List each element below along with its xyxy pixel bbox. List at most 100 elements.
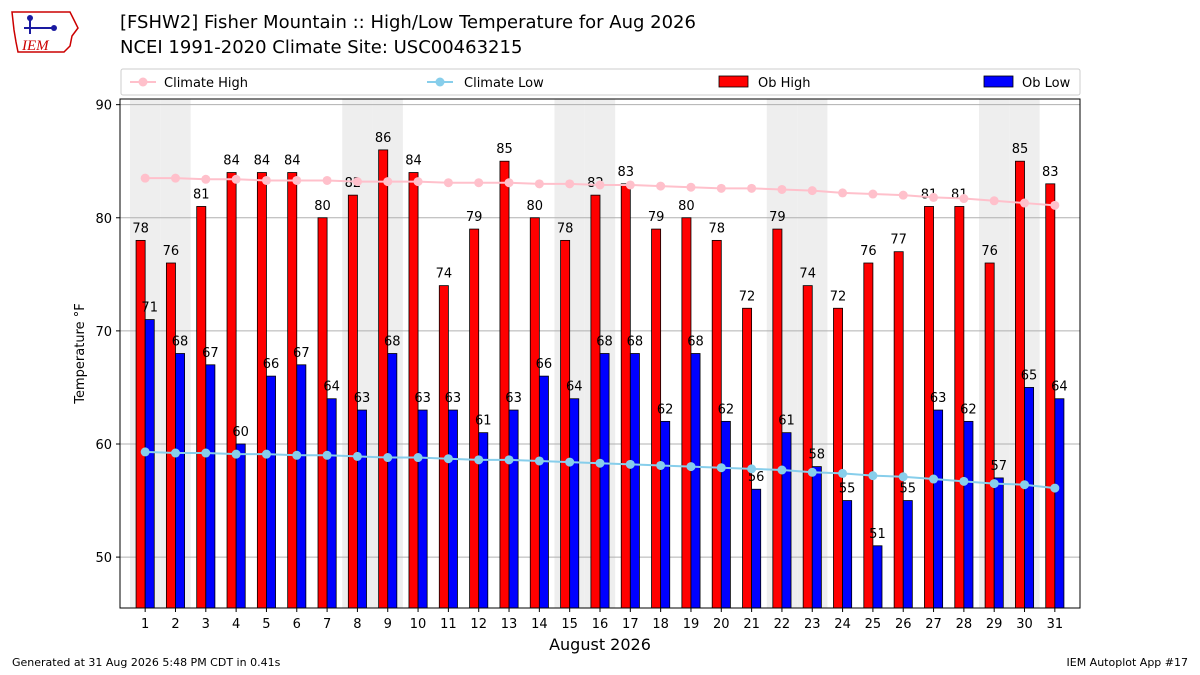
bar-high-day-6 — [287, 172, 298, 609]
climate-high-point-day-1 — [140, 173, 150, 183]
climate-low-point-day-16 — [595, 458, 605, 468]
x-tick-label-25: 25 — [865, 617, 882, 632]
climate-high-point-day-9 — [383, 177, 393, 187]
climate-low-point-day-21 — [747, 464, 757, 474]
label-low-day-4: 60 — [232, 425, 249, 440]
climate-low-point-day-23 — [807, 467, 817, 477]
iowa-outline-icon — [11, 11, 79, 53]
climate-high-point-day-25 — [868, 189, 878, 199]
label-low-day-1: 71 — [141, 301, 158, 316]
climate-low-point-day-2 — [170, 448, 180, 458]
climate-low-point-day-15 — [565, 457, 575, 467]
y-tick-label-90: 90 — [95, 99, 112, 114]
climate-high-point-day-3 — [201, 174, 211, 184]
label-high-day-31: 83 — [1042, 165, 1059, 180]
label-high-day-10: 84 — [405, 154, 422, 169]
bar-low-day-8 — [357, 409, 367, 609]
label-low-day-12: 61 — [475, 414, 492, 429]
climate-low-point-day-25 — [868, 471, 878, 481]
label-high-day-5: 84 — [254, 154, 271, 169]
legend-ob-low-label: Ob Low — [1022, 76, 1071, 91]
climate-low-point-day-20 — [716, 463, 726, 473]
x-tick-label-8: 8 — [353, 617, 361, 632]
label-low-day-25: 51 — [869, 527, 886, 542]
label-high-day-6: 84 — [284, 154, 301, 169]
bar-high-day-16 — [590, 194, 601, 609]
bar-low-day-5 — [266, 375, 276, 609]
label-low-day-30: 65 — [1021, 368, 1038, 383]
label-high-day-20: 78 — [708, 221, 725, 236]
climate-high-point-day-30 — [1020, 198, 1030, 208]
bar-low-day-25 — [872, 545, 883, 609]
bar-high-day-17 — [620, 183, 631, 609]
climate-low-point-day-7 — [322, 450, 332, 460]
x-tick-label-19: 19 — [683, 617, 700, 632]
bar-high-day-2 — [165, 262, 176, 609]
label-low-day-27: 63 — [930, 391, 947, 406]
x-tick-label-27: 27 — [925, 617, 942, 632]
bar-high-day-18 — [651, 228, 662, 609]
bar-low-day-26 — [902, 500, 913, 609]
bar-low-day-18 — [660, 420, 671, 609]
x-tick-label-18: 18 — [652, 617, 669, 632]
legend-ob-low-swatch — [983, 75, 1014, 88]
x-tick-label-28: 28 — [956, 617, 973, 632]
x-tick-label-21: 21 — [743, 617, 760, 632]
climate-low-point-day-22 — [777, 465, 787, 475]
bar-low-day-20 — [720, 420, 731, 609]
label-low-day-15: 64 — [566, 380, 583, 395]
bar-low-day-7 — [326, 398, 337, 609]
label-low-day-26: 55 — [900, 482, 917, 497]
label-high-day-26: 77 — [890, 233, 907, 248]
bar-low-day-3 — [205, 364, 216, 609]
label-high-day-4: 84 — [223, 154, 240, 169]
climate-low-point-day-28 — [959, 476, 969, 486]
bar-high-day-24 — [833, 307, 843, 609]
climate-high-point-day-5 — [261, 175, 271, 185]
label-low-day-9: 68 — [384, 335, 401, 350]
climate-low-point-day-9 — [383, 453, 393, 463]
climate-high-point-day-28 — [959, 194, 969, 204]
climate-high-point-day-16 — [595, 180, 605, 190]
climate-high-point-day-24 — [838, 188, 848, 198]
iem-logo: IEM — [11, 11, 79, 54]
climate-high-point-day-21 — [747, 183, 757, 193]
climate-high-point-day-13 — [504, 178, 514, 188]
label-low-day-3: 67 — [202, 346, 219, 361]
label-low-day-8: 63 — [354, 391, 371, 406]
x-tick-label-6: 6 — [293, 617, 301, 632]
label-low-day-6: 67 — [293, 346, 310, 361]
climate-high-point-day-12 — [474, 178, 484, 188]
label-low-day-23: 58 — [809, 448, 826, 463]
label-low-day-22: 61 — [778, 414, 795, 429]
climate-low-point-day-29 — [989, 479, 999, 489]
bar-low-day-22 — [781, 432, 792, 609]
x-tick-label-16: 16 — [592, 617, 609, 632]
label-high-day-30: 85 — [1012, 142, 1029, 157]
label-low-day-2: 68 — [172, 335, 189, 350]
label-high-day-17: 83 — [618, 165, 635, 180]
climate-low-point-day-11 — [443, 454, 453, 464]
bar-high-day-30 — [1015, 160, 1025, 609]
climate-high-point-day-14 — [534, 179, 544, 189]
bar-high-day-3 — [196, 206, 207, 609]
climate-low-point-day-10 — [413, 453, 423, 463]
climate-high-point-day-11 — [443, 178, 453, 188]
x-tick-label-15: 15 — [561, 617, 578, 632]
label-low-day-10: 63 — [414, 391, 431, 406]
x-axis-title: August 2026 — [549, 635, 651, 654]
climate-low-point-day-14 — [534, 456, 544, 466]
climate-low-point-day-24 — [838, 468, 848, 478]
x-tick-label-24: 24 — [834, 617, 851, 632]
x-tick-label-4: 4 — [232, 617, 240, 632]
label-high-day-3: 81 — [193, 187, 210, 202]
climate-high-point-day-19 — [686, 182, 696, 192]
label-high-day-19: 80 — [678, 199, 695, 214]
climate-low-point-day-8 — [352, 451, 362, 461]
climate-low-point-day-31 — [1050, 483, 1060, 493]
x-tick-label-13: 13 — [501, 617, 518, 632]
climate-high-point-day-15 — [565, 179, 575, 189]
x-tick-label-30: 30 — [1016, 617, 1033, 632]
climate-low-point-day-17 — [625, 459, 635, 469]
